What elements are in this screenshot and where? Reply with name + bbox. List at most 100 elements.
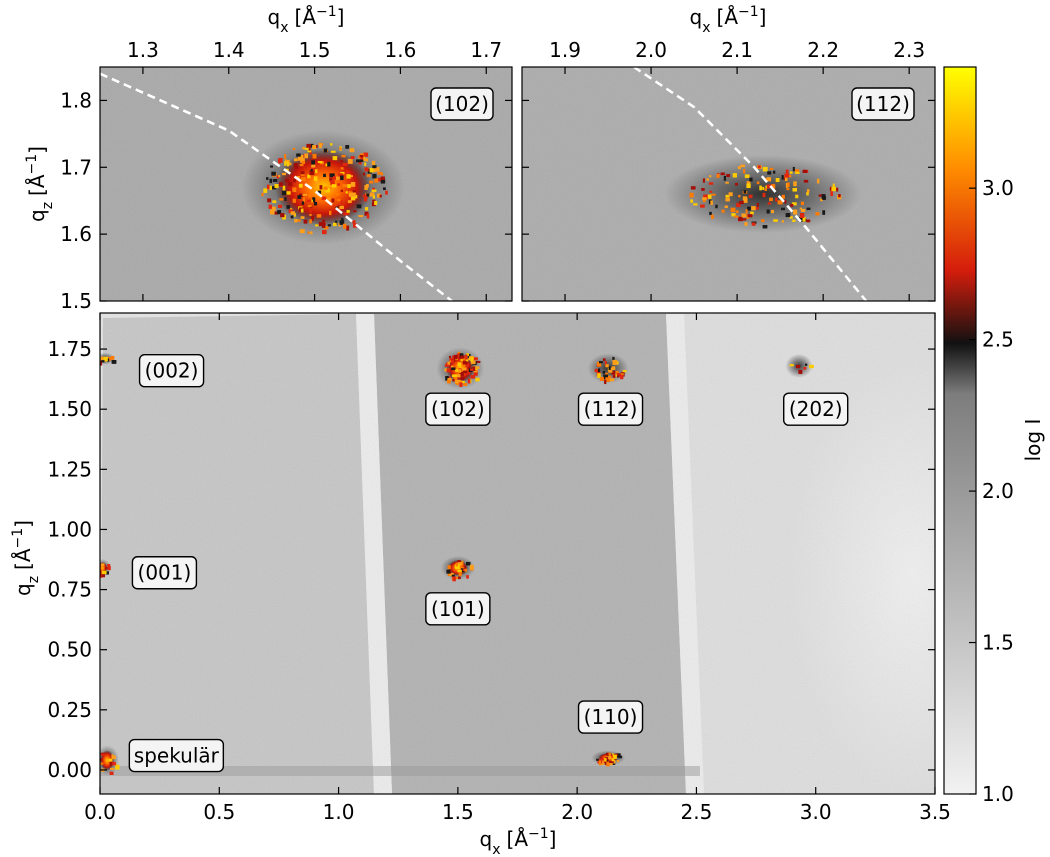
peak-pixel bbox=[325, 163, 328, 167]
x-axis-label: qx [Å−1] bbox=[480, 826, 557, 857]
peak-pixel bbox=[339, 205, 344, 210]
peak-pixel bbox=[465, 359, 469, 362]
peak-pixel bbox=[773, 219, 778, 222]
peak-pixel bbox=[97, 567, 99, 570]
peak-pixel bbox=[101, 753, 106, 756]
peak-pixel bbox=[271, 186, 277, 190]
peak-pixel bbox=[313, 201, 318, 206]
peak-pixel bbox=[746, 181, 751, 186]
peak-pixel bbox=[453, 377, 458, 382]
peak-pixel bbox=[323, 148, 328, 153]
peak-pixel bbox=[455, 564, 460, 570]
peak-pixel bbox=[329, 210, 332, 216]
peak-pixel bbox=[830, 191, 833, 196]
peak-pixel bbox=[711, 193, 716, 196]
peak-pixel bbox=[785, 213, 791, 218]
peak-pixel bbox=[447, 565, 451, 570]
peak-pixel bbox=[737, 166, 741, 170]
y-tick-label: 1.7 bbox=[60, 155, 92, 179]
colorbar-gradient bbox=[943, 66, 977, 795]
peak-pixel bbox=[787, 182, 790, 187]
peak-pixel bbox=[689, 192, 694, 198]
peak-pixel bbox=[315, 181, 319, 184]
peak-pixel bbox=[325, 187, 331, 193]
peak-pixel bbox=[363, 152, 369, 157]
peak-pixel bbox=[596, 361, 602, 367]
x-tick-label: 1.0 bbox=[323, 800, 355, 824]
x-tick-label: 1.3 bbox=[127, 38, 159, 62]
peak-pixel bbox=[336, 176, 340, 180]
peak-pixel bbox=[293, 164, 299, 169]
peak-pixel bbox=[764, 188, 767, 191]
peak-pixel bbox=[744, 222, 748, 226]
peak-pixel bbox=[460, 355, 465, 359]
peak-pixel bbox=[707, 194, 712, 199]
y-tick-label: 1.6 bbox=[60, 222, 92, 246]
peak-pixel bbox=[822, 196, 826, 200]
peak-pixel bbox=[767, 171, 772, 175]
y-axis-label: qz[Å−1] bbox=[24, 146, 56, 222]
x-tick-label: 0.0 bbox=[84, 800, 116, 824]
annotation-label: (101) bbox=[431, 597, 485, 621]
peak-pixel bbox=[338, 173, 344, 177]
peak-pixel bbox=[735, 182, 738, 186]
peak-pixel bbox=[311, 164, 316, 168]
peak-pixel bbox=[342, 162, 348, 167]
peak-pixel bbox=[470, 375, 476, 379]
peak-pixel bbox=[460, 376, 465, 381]
peak-pixel bbox=[333, 176, 336, 180]
peak-pixel bbox=[308, 148, 311, 151]
annotation-box: (112) bbox=[577, 392, 644, 426]
peak-pixel bbox=[456, 353, 460, 359]
peak-pixel bbox=[312, 197, 316, 202]
peak-pixel bbox=[312, 153, 317, 159]
bottom-panel: 0.0 0.5 1.0 1.5 2.0 2.5 3.0 3.5 0.00 0.25 0.50 0.7… bbox=[10, 312, 951, 857]
peak-pixel bbox=[107, 358, 110, 362]
peak-pixel bbox=[465, 354, 468, 360]
peak-pixel bbox=[297, 195, 302, 199]
annotation-label: spekulär bbox=[134, 744, 220, 768]
peak-pixel bbox=[348, 192, 353, 197]
peak-pixel bbox=[340, 200, 343, 204]
peak-pixel bbox=[359, 159, 364, 162]
colorbar: 1.0 1.5 2.0 2.5 3.0 log I bbox=[943, 66, 1045, 806]
annotation-box: (202) bbox=[783, 392, 849, 426]
peak-pixel bbox=[470, 368, 474, 371]
peak-pixel bbox=[100, 563, 105, 567]
peak-pixel bbox=[459, 382, 463, 387]
peak-pixel bbox=[298, 207, 303, 213]
colorbar-tick-label: 2.5 bbox=[982, 328, 1014, 352]
peak-pixel bbox=[267, 198, 272, 203]
peak-pixel bbox=[451, 367, 456, 371]
x-tick-label: 1.7 bbox=[470, 38, 502, 62]
peak-pixel bbox=[462, 361, 468, 365]
peak-pixel bbox=[790, 203, 794, 207]
peak-pixel bbox=[799, 216, 803, 222]
peak-pixel bbox=[469, 564, 474, 570]
peak-pixel bbox=[101, 572, 106, 578]
peak-pixel bbox=[369, 180, 374, 184]
peak-pixel bbox=[347, 158, 353, 164]
peak-pixel bbox=[340, 167, 344, 170]
peak-pixel bbox=[728, 192, 733, 197]
peak-pixel bbox=[266, 177, 269, 180]
peak-pixel bbox=[769, 197, 773, 202]
peak-pixel bbox=[336, 193, 340, 196]
peak-pixel bbox=[369, 167, 374, 173]
peak-pixel bbox=[611, 370, 616, 375]
peak-pixel bbox=[372, 199, 376, 205]
peak-pixel bbox=[362, 194, 367, 197]
peak-pixel bbox=[460, 359, 463, 362]
annotation-box: (102) bbox=[430, 87, 494, 121]
peak-pixel bbox=[476, 360, 481, 364]
peak-pixel bbox=[331, 184, 337, 188]
peak-pixel bbox=[786, 188, 790, 191]
peak-pixel bbox=[332, 156, 338, 161]
x-tick-label: 3.5 bbox=[919, 800, 951, 824]
peak-pixel bbox=[109, 761, 113, 766]
peak-pixel bbox=[458, 369, 461, 373]
peak-pixel bbox=[741, 213, 747, 218]
peak-pixel bbox=[457, 362, 462, 367]
peak-pixel bbox=[312, 145, 317, 150]
peak-pixel bbox=[319, 143, 322, 149]
